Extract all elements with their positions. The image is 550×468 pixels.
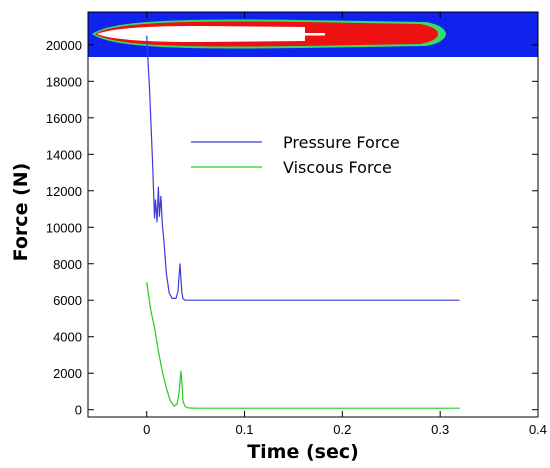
y-tick-label: 2000 xyxy=(53,366,82,381)
legend: Pressure Force Viscous Force xyxy=(191,133,400,177)
y-tick-label: 8000 xyxy=(53,257,82,272)
x-tick-label: 0 xyxy=(143,422,150,437)
plot-border xyxy=(87,11,539,418)
series-layer xyxy=(146,35,460,409)
ticks-layer: 0 0.1 0.2 0.3 0.4 0 2000 4000 6000 8000 10000 12000… xyxy=(46,12,547,437)
flow-contour-inset xyxy=(88,12,538,57)
y-tick-label: 6000 xyxy=(53,293,82,308)
y-tick-label: 20000 xyxy=(46,38,82,53)
x-tick-label: 0.4 xyxy=(529,422,547,437)
x-tick-label: 0.3 xyxy=(431,422,449,437)
y-tick-label: 14000 xyxy=(46,147,82,162)
y-tick-label: 12000 xyxy=(46,184,82,199)
y-tick-label: 18000 xyxy=(46,74,82,89)
y-tick-label: 10000 xyxy=(46,220,82,235)
series-line-pressure-force xyxy=(146,35,460,301)
series-line-viscous-force xyxy=(146,281,460,409)
x-axis-title: Time (sec) xyxy=(247,441,359,463)
plot-frame xyxy=(87,11,539,418)
y-tick-label: 16000 xyxy=(46,111,82,126)
x-tick-label: 0.1 xyxy=(235,422,253,437)
y-tick-label: 4000 xyxy=(53,330,82,345)
x-tick-label: 0.2 xyxy=(333,422,351,437)
legend-label: Viscous Force xyxy=(283,158,392,177)
y-axis-title: Force (N) xyxy=(10,163,32,262)
inset-sting xyxy=(305,33,325,36)
legend-label: Pressure Force xyxy=(283,133,400,152)
y-tick-label: 0 xyxy=(75,403,82,418)
inset-body-inner xyxy=(97,26,305,42)
